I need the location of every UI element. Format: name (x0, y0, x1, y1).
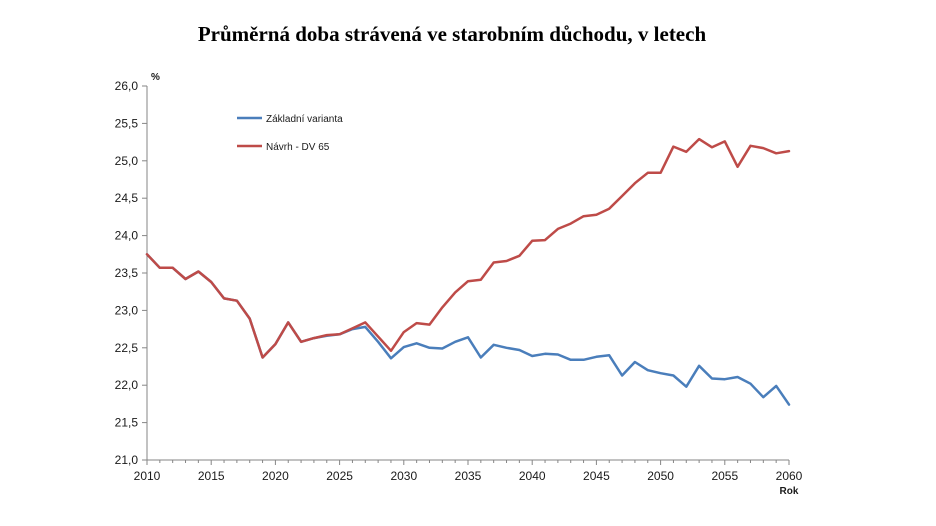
x-tick-label: 2050 (647, 469, 674, 483)
x-tick-label: 2060 (776, 469, 803, 483)
legend: Základní varianta Návrh - DV 65 (237, 114, 343, 153)
x-tick-label: 2020 (262, 469, 289, 483)
chart-title: Průměrná doba strávená ve starobním důch… (197, 22, 707, 46)
series-line-2 (145, 137, 791, 359)
legend-label-2: Návrh - DV 65 (266, 142, 330, 153)
axes: 21,0 21,5 22,0 22,5 23,0 23,5 24,0 24,5 25,0 25,5… (115, 72, 803, 497)
x-tick-label: 2015 (198, 469, 225, 483)
y-tick-label: 26,0 (115, 79, 139, 93)
series-layer (145, 137, 791, 406)
series-line-1 (145, 253, 791, 406)
y-unit-label: % (151, 72, 160, 83)
x-unit-label: Rok (780, 486, 799, 497)
y-tick-label: 24,0 (115, 229, 139, 243)
y-tick-label: 25,0 (115, 154, 139, 168)
y-tick-label: 22,0 (115, 378, 139, 392)
y-tick-label: 24,5 (115, 191, 139, 205)
x-tick-label: 2035 (455, 469, 482, 483)
y-tick-label: 22,5 (115, 341, 139, 355)
y-tick-label: 23,5 (115, 266, 139, 280)
x-tick-label: 2030 (390, 469, 417, 483)
y-tick-label: 23,0 (115, 303, 139, 317)
y-tick-label: 21,5 (115, 416, 139, 430)
x-tick-label: 2045 (583, 469, 610, 483)
y-tick-label: 21,0 (115, 453, 139, 467)
x-tick-label: 2055 (711, 469, 738, 483)
legend-label-1: Základní varianta (266, 114, 343, 125)
x-tick-label: 2010 (134, 469, 161, 483)
x-tick-label: 2040 (519, 469, 546, 483)
y-tick-label: 25,5 (115, 116, 139, 130)
x-tick-label: 2025 (326, 469, 353, 483)
